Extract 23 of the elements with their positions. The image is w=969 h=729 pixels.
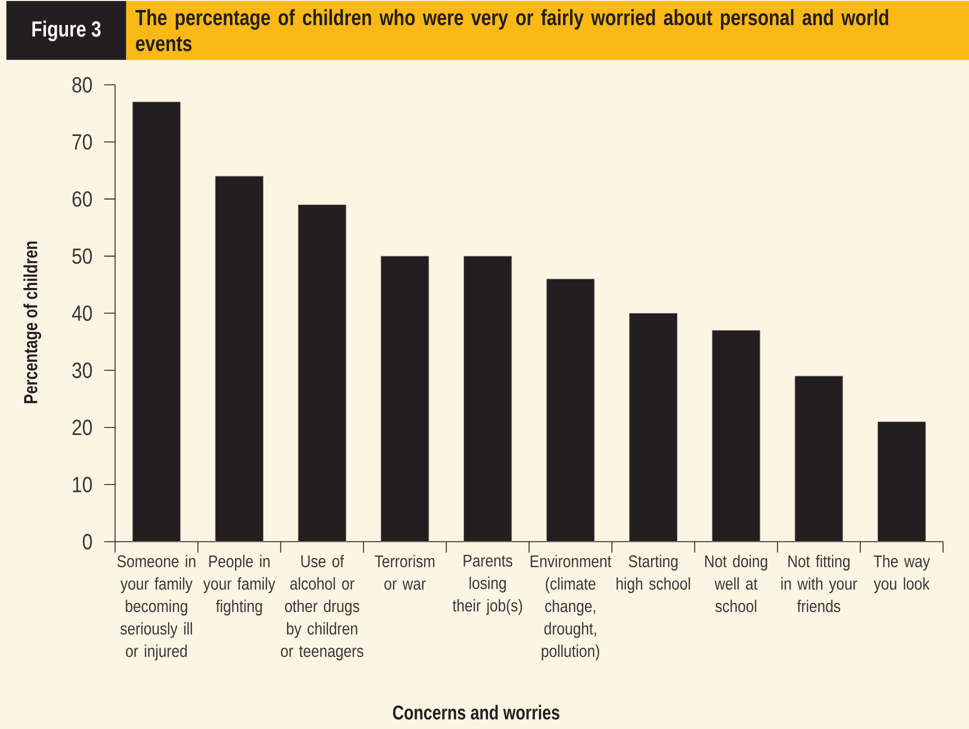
x-tick-label: Parents losing their job(s) [452,554,522,615]
x-tick-label: People in your family fighting [203,554,276,616]
x-tick-label: Terrorism or war [374,554,434,590]
y-tick-label: 60 [72,191,92,207]
x-tick-label: Starting high school [616,554,690,593]
y-tick-label: 20 [72,420,92,436]
x-axis-title: Concerns and worries [393,704,560,720]
y-axis-title: Percentage of children [23,241,42,403]
y-tick-label: 10 [73,476,92,492]
x-tick-label: Someone in your family becoming seriously ill or injured [117,554,196,660]
caption: Figure 3 [32,20,101,42]
y-tick-label: 40 [72,305,92,321]
y-tick-label: 70 [72,134,92,150]
y-tick-label: 80 [72,76,92,92]
chart-title: The percentage of children who were very or fairly worried about personal and world events [135,9,888,52]
x-tick-label: The way you look [874,554,930,593]
y-tick-label: 0 [82,534,92,550]
y-tick-label: 50 [72,248,92,264]
y-tick-label: 30 [72,362,92,378]
x-tick-label: Not fitting in with your friends [781,554,858,612]
x-tick-label: Use of alcohol or other drugs by children or teenagers [280,554,364,660]
x-tick-label: Environment (climate change, drought, pollution) [530,554,612,660]
x-tick-label: Not doing well at school [705,554,768,612]
